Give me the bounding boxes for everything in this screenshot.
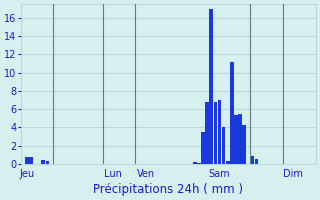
Bar	[222, 127, 226, 164]
X-axis label: Précipitations 24h ( mm ): Précipitations 24h ( mm )	[93, 183, 243, 196]
Bar	[25, 157, 29, 164]
Bar	[218, 100, 221, 164]
Bar	[29, 157, 33, 164]
Bar	[238, 114, 242, 164]
Bar	[242, 125, 246, 164]
Bar	[193, 162, 197, 164]
Bar	[251, 156, 254, 164]
Bar	[213, 102, 217, 164]
Bar	[205, 102, 209, 164]
Bar	[230, 62, 234, 164]
Bar	[254, 159, 258, 164]
Bar	[210, 9, 213, 164]
Bar	[41, 160, 45, 164]
Bar	[226, 161, 229, 164]
Bar	[197, 163, 201, 164]
Bar	[201, 132, 205, 164]
Bar	[234, 115, 238, 164]
Bar	[45, 161, 49, 164]
